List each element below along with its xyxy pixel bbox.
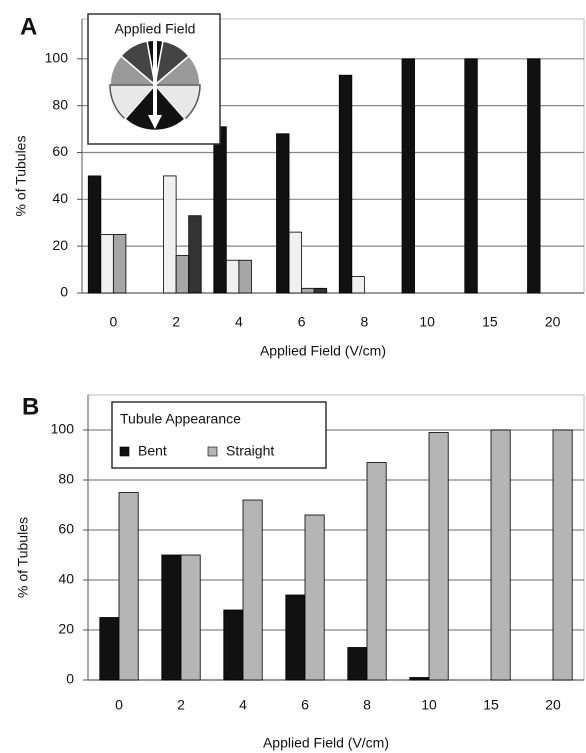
x-axis-label: Applied Field (V/cm) [263, 735, 389, 751]
y-tick-label: 0 [60, 284, 68, 300]
bar [285, 594, 306, 681]
y-tick-label: 20 [52, 237, 68, 253]
bar [188, 215, 202, 294]
bar [351, 276, 365, 294]
y-tick-label: 100 [51, 421, 75, 437]
legend-label: Straight [226, 443, 274, 459]
y-tick-label: 60 [58, 521, 74, 537]
bar [118, 492, 139, 681]
y-tick-label: 80 [52, 96, 68, 112]
bar [490, 429, 511, 681]
legend-swatch [207, 446, 218, 457]
bar [213, 126, 227, 294]
y-tick-label: 0 [66, 671, 74, 687]
x-tick-label: 0 [115, 697, 123, 713]
y-tick-label: 80 [58, 471, 74, 487]
bar [401, 58, 415, 294]
bar [304, 514, 325, 681]
bar [301, 287, 315, 294]
bar [238, 259, 252, 294]
x-tick-label: 10 [421, 697, 437, 713]
panel-label: A [20, 13, 37, 40]
y-tick-label: 40 [52, 190, 68, 206]
x-tick-label: 20 [545, 314, 561, 330]
bar [409, 677, 430, 681]
x-axis-label: Applied Field (V/cm) [260, 343, 386, 359]
bar [347, 647, 368, 681]
bar [242, 499, 263, 681]
bar [223, 609, 244, 681]
bar [163, 175, 177, 294]
bar [100, 234, 114, 294]
x-tick-label: 4 [235, 314, 243, 330]
bar [464, 58, 478, 294]
bar [288, 231, 303, 294]
x-tick-label: 2 [172, 314, 180, 330]
bar [87, 175, 102, 294]
x-tick-label: 0 [109, 314, 117, 330]
y-tick-label: 60 [52, 143, 68, 159]
legend-swatch [119, 446, 130, 457]
bar [99, 617, 120, 681]
x-tick-label: 15 [482, 314, 498, 330]
y-axis-label: % of Tubules [15, 517, 31, 598]
y-tick-label: 40 [58, 571, 74, 587]
bar [180, 554, 201, 681]
legend-label: Bent [138, 443, 167, 459]
bar [175, 255, 190, 294]
x-tick-label: 8 [363, 697, 371, 713]
bar [112, 234, 127, 294]
bar [338, 74, 353, 294]
x-tick-label: 10 [419, 314, 435, 330]
legend-box [111, 401, 327, 469]
bar [428, 432, 449, 681]
x-tick-label: 6 [301, 697, 309, 713]
bar [366, 462, 387, 681]
x-tick-label: 6 [298, 314, 306, 330]
field-icon [87, 13, 221, 145]
x-tick-label: 8 [360, 314, 368, 330]
bar [225, 259, 240, 294]
y-tick-label: 20 [58, 621, 74, 637]
x-tick-label: 4 [239, 697, 247, 713]
bar [276, 133, 290, 294]
legend-title: Applied Field [115, 21, 196, 37]
x-tick-label: 2 [177, 697, 185, 713]
panel-label: B [22, 393, 39, 420]
legend-title: Tubule Appearance [120, 411, 241, 427]
bar [161, 554, 182, 681]
bar [527, 58, 541, 294]
bar [313, 287, 328, 294]
y-axis-label: % of Tubules [13, 136, 29, 217]
x-tick-label: 15 [483, 697, 499, 713]
y-tick-label: 100 [45, 50, 69, 66]
x-tick-label: 20 [545, 697, 561, 713]
bar [552, 429, 573, 681]
